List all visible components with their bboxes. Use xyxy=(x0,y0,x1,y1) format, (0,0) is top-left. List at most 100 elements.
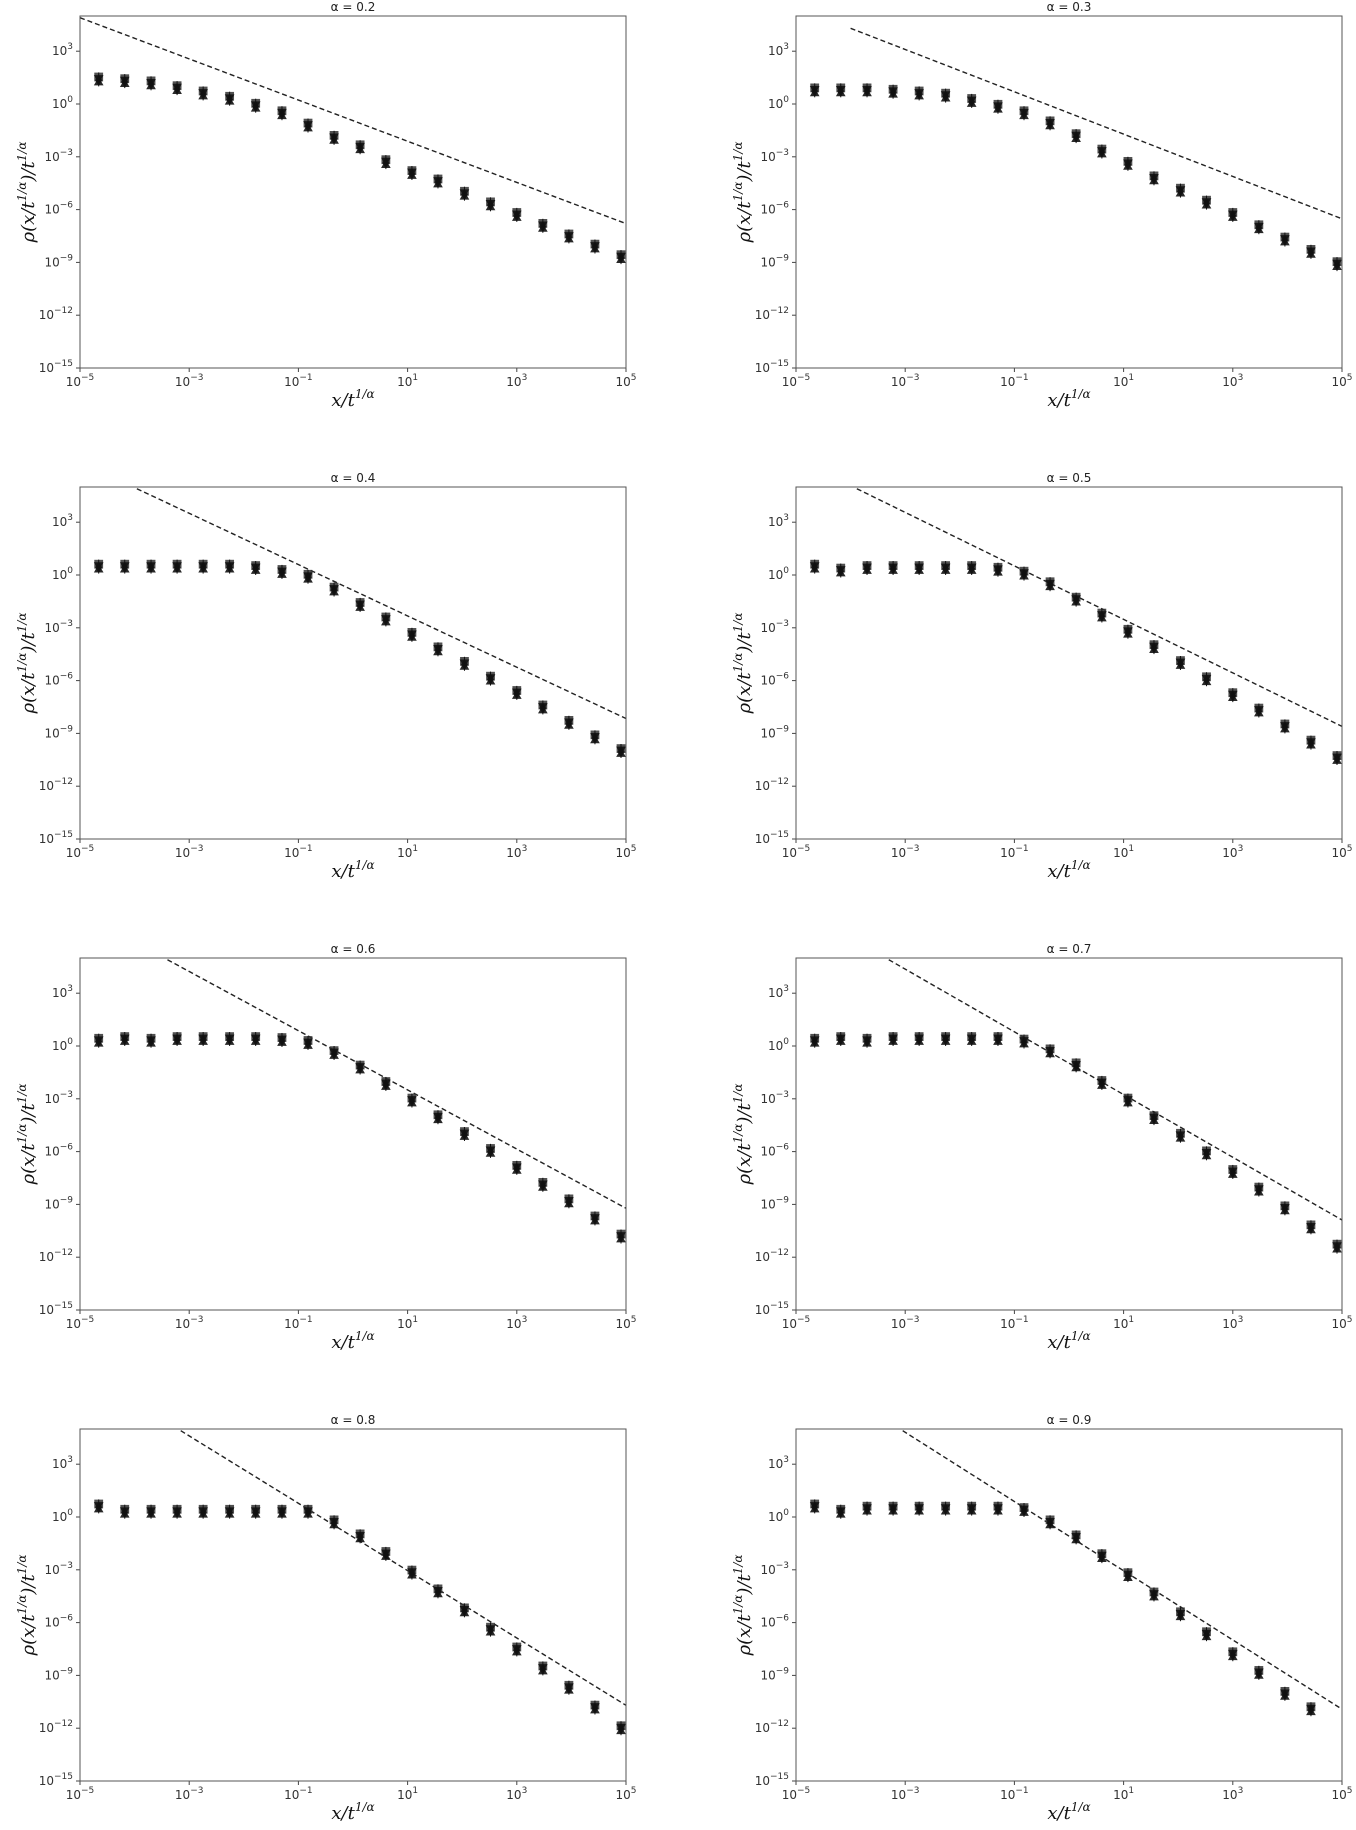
data-point xyxy=(940,1501,951,1516)
data-point xyxy=(1149,1111,1159,1126)
data-point xyxy=(459,186,470,201)
x-axis-label: x/t1/α xyxy=(1047,1800,1090,1824)
y-tick-label: 10−9 xyxy=(44,253,73,269)
x-tick-label: 10−5 xyxy=(66,1786,95,1802)
reference-line xyxy=(136,488,626,720)
data-point xyxy=(914,1501,924,1516)
x-tick-label: 10−5 xyxy=(782,844,811,860)
chart-svg: α = 0.6 10−5 10−3 10−1 101 103 105 10−15 10−12 10… xyxy=(15,942,637,1353)
data-point xyxy=(1175,1128,1186,1143)
data-point xyxy=(277,1504,287,1519)
data-point xyxy=(538,218,548,233)
data-point xyxy=(146,76,156,91)
x-tick-label: 101 xyxy=(1113,1786,1134,1802)
data-point xyxy=(1019,1034,1029,1049)
x-tick-label: 10−3 xyxy=(891,844,920,860)
data-point xyxy=(1306,1220,1316,1235)
data-point xyxy=(616,744,626,758)
data-point xyxy=(940,1031,951,1046)
data-point xyxy=(1280,232,1290,247)
data-point xyxy=(277,564,287,579)
data-point xyxy=(809,1033,820,1048)
data-point xyxy=(119,1031,130,1046)
data-point xyxy=(198,1031,208,1046)
data-point xyxy=(329,1046,339,1061)
data-point xyxy=(888,560,898,575)
y-tick-label: 10−15 xyxy=(39,1301,73,1317)
reference-line xyxy=(856,488,1342,728)
x-tick-label: 10−5 xyxy=(782,1315,811,1331)
y-tick-label: 10−3 xyxy=(44,148,73,164)
x-tick-label: 105 xyxy=(615,373,636,389)
y-tick-label: 100 xyxy=(52,1037,73,1053)
y-tick-label: 103 xyxy=(52,42,73,58)
data-point xyxy=(993,99,1003,114)
x-tick-label: 101 xyxy=(397,844,418,860)
data-point xyxy=(888,84,898,99)
y-tick-label: 10−3 xyxy=(44,619,73,635)
data-point xyxy=(459,1603,470,1618)
data-point xyxy=(381,155,391,170)
data-point xyxy=(966,560,977,575)
data-point xyxy=(93,72,104,87)
y-tick-label: 10−15 xyxy=(39,359,73,375)
data-point xyxy=(1227,207,1238,222)
y-tick-label: 10−6 xyxy=(760,201,789,217)
data-point xyxy=(1227,1647,1238,1662)
data-point xyxy=(862,1501,872,1516)
data-point xyxy=(590,730,600,745)
data-point xyxy=(835,1031,846,1046)
data-point xyxy=(329,582,339,597)
chart-svg: α = 0.4 10−5 10−3 10−1 101 103 105 10−15 10−12 10… xyxy=(15,471,637,882)
reference-line xyxy=(902,1430,1342,1710)
data-point xyxy=(198,1504,208,1519)
data-point xyxy=(914,1031,924,1046)
data-point xyxy=(993,1501,1003,1516)
data-point xyxy=(1201,1627,1212,1642)
chart-title: α = 0.2 xyxy=(331,0,376,14)
data-point xyxy=(835,563,846,578)
data-point xyxy=(1227,688,1238,703)
data-point xyxy=(1254,1665,1264,1680)
data-point xyxy=(835,83,846,98)
y-tick-label: 103 xyxy=(768,1455,789,1471)
x-axis-label: x/t1/α xyxy=(331,387,374,411)
x-tick-label: 10−1 xyxy=(1000,844,1029,860)
y-axis-label: ρ(x/t1/α)/t1/α xyxy=(731,613,755,715)
x-tick-label: 105 xyxy=(1331,1315,1352,1331)
x-tick-label: 105 xyxy=(1331,844,1352,860)
y-tick-label: 10−15 xyxy=(755,830,789,846)
data-point xyxy=(1097,1075,1107,1090)
data-point xyxy=(914,560,924,575)
data-point xyxy=(119,559,130,574)
data-point xyxy=(93,1033,104,1048)
data-point xyxy=(459,656,470,671)
y-axis-label: ρ(x/t1/α)/t1/α xyxy=(15,142,39,244)
data-point xyxy=(809,559,820,574)
y-tick-label: 10−6 xyxy=(760,672,789,688)
x-tick-label: 10−1 xyxy=(1000,373,1029,389)
x-tick-label: 103 xyxy=(506,844,527,860)
data-point xyxy=(1175,1607,1186,1622)
reference-line xyxy=(80,17,626,225)
y-tick-label: 100 xyxy=(768,95,789,111)
data-point xyxy=(1097,608,1107,623)
chart-title: α = 0.4 xyxy=(331,471,376,485)
x-tick-label: 101 xyxy=(397,1786,418,1802)
chart-title: α = 0.3 xyxy=(1047,0,1092,14)
data-point xyxy=(1123,1568,1133,1583)
data-point xyxy=(538,1661,548,1676)
data-point xyxy=(1332,751,1342,766)
x-tick-label: 103 xyxy=(1222,1786,1243,1802)
data-point xyxy=(485,1143,496,1158)
y-tick-label: 10−15 xyxy=(755,1772,789,1788)
reference-line xyxy=(888,959,1342,1221)
data-point xyxy=(1071,1530,1081,1545)
data-point xyxy=(433,1110,443,1125)
data-point xyxy=(1306,735,1316,750)
y-tick-label: 100 xyxy=(52,566,73,582)
data-point xyxy=(355,1060,365,1075)
y-tick-label: 10−9 xyxy=(760,1195,789,1211)
data-point xyxy=(511,207,522,222)
data-point xyxy=(1306,244,1316,259)
